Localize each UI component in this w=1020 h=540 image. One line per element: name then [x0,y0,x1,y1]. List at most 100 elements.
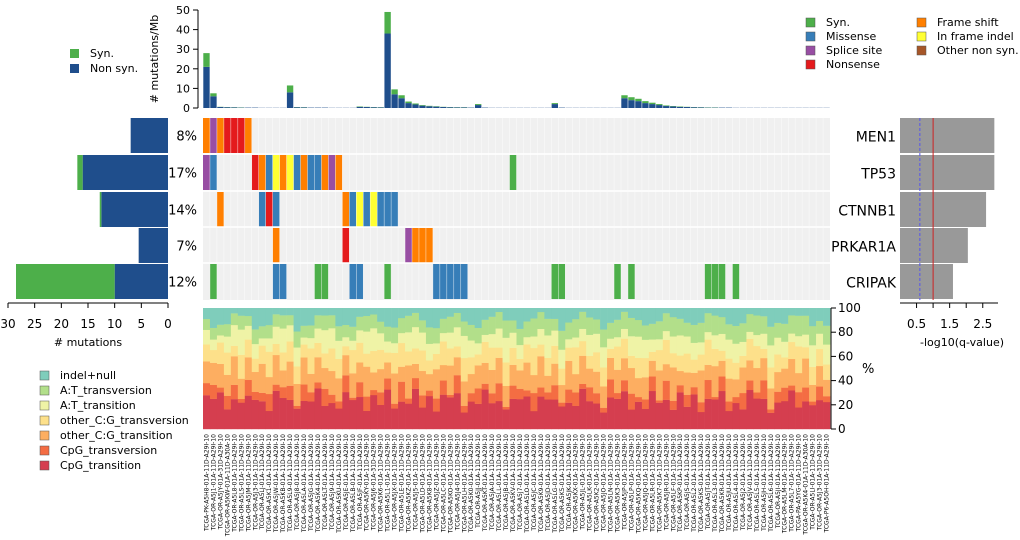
spectrum-segment-a-t-transversion [565,322,573,340]
spectrum-segment-other-c-g-transition [565,360,573,390]
spectrum-segment-cpg-transition [725,410,733,430]
spectrum-segment-other-c-g-transversion [788,341,796,360]
matrix-cell-missense [349,192,357,227]
spectrum-segment-a-t-transition [370,328,378,352]
spectrum-segment-other-c-g-transversion [223,352,232,375]
legend-label-other-non-syn-: Other non syn. [937,44,1019,57]
burden-bar-syn [663,105,670,107]
spectrum-segment-a-t-transition [328,328,336,349]
spectrum-segment-a-t-transition [572,337,580,348]
spectrum-segment-other-c-g-transversion [516,358,524,371]
legend-swatch-splice-site [805,45,816,56]
spectrum-segment-other-c-g-transversion [634,357,643,379]
spectrum-segment-cpg-transition [816,400,824,430]
spectrum-segment-other-c-g-transition [641,377,650,400]
spectrum-segment-cpg-transition [627,409,636,430]
spectrum-y-ticks: 0 20 40 60 80 100 [831,301,861,436]
spectrum-segment-a-t-transversion [293,331,301,348]
spectrum-segment-other-c-g-transversion [467,357,475,375]
spectrum-segment-other-c-g-transition [398,366,406,382]
spectrum-segment-cpg-transversion [662,380,671,400]
burden-bar-nonsyn [217,107,224,108]
sample-label: TCGA-PK-A5H8-01A-11D-A29I-10 [203,434,210,532]
matrix-cell-syn- [627,264,635,299]
spectrum-segment-other-c-g-transition [363,366,371,397]
gene-percent-label: 17% [168,167,197,182]
spectrum-segment-cpg-transversion [328,394,336,404]
spectrum-segment-cpg-transition [621,391,629,430]
spectrum-segment-a-t-transition [586,334,594,356]
spectrum-segment-a-t-transversion [788,315,796,334]
spectrum-segment-other-c-g-transition [223,374,232,396]
spectrum-segment-other-c-g-transversion [307,348,315,374]
spectrum-segment-other-c-g-transversion [209,349,218,363]
spectrum-segment-cpg-transversion [739,392,747,410]
spectrum-segment-cpg-transition [335,408,343,430]
spectrum-segment-a-t-transversion [760,316,768,334]
matrix-cell-frame-shift [412,228,419,263]
spectrum-segment-indel-null [690,308,698,325]
spectrum-segment-other-c-g-transversion [614,346,622,370]
spectrum-segment-other-c-g-transition [690,372,698,388]
spectrum-segment-cpg-transversion [760,380,768,399]
spectrum-segment-cpg-transition [809,405,817,430]
spectrum-segment-a-t-transversion [321,315,329,331]
sample-label: TCGA-OR-A5LI-01A-11D-A29I-10 [810,434,817,531]
spectrum-segment-other-c-g-transition [586,368,594,388]
spectrum-segment-other-c-g-transition [237,378,246,399]
legend-label-missense: Missense [826,30,876,43]
gene-name-label: TP53 [860,167,896,183]
matrix-cell-frame-shift [258,155,266,190]
spectrum-segment-indel-null [579,308,587,312]
spectrum-segment-other-c-g-transition [753,367,761,393]
gene-percent-label: 14% [168,204,197,219]
spectrum-segment-a-t-transition [251,343,260,359]
spectrum-segment-other-c-g-transition [384,362,392,379]
spectrum-segment-cpg-transversion [781,387,789,402]
matrix-cell-syn- [711,264,719,299]
spectrum-y-tick-label: 80 [838,325,853,339]
sample-label: TCGA-OR-A5KO-01A-11D-A29I-10 [447,434,454,534]
spectrum-segment-a-t-transversion [237,315,246,330]
spectrum-segment-indel-null [286,308,294,316]
spectrum-segment-cpg-transversion [474,388,482,404]
sample-label: TCGA-OR-A5JW-01A-11D-A29I-10 [273,434,280,533]
spectrum-segment-other-c-g-transversion [356,342,364,363]
mutation-spectrum-panel: 0 20 40 60 80 100 % [203,301,874,436]
spectrum-segment-a-t-transition [662,330,671,341]
spectrum-segment-a-t-transversion [328,315,336,329]
spectrum-segment-a-t-transition [412,326,420,349]
legend-swatch-in-frame-indel [916,31,927,42]
spectrum-segment-indel-null [502,308,510,321]
spectrum-segment-cpg-transition [760,398,768,430]
sample-label: TCGA-OR-A5JU-01A-11D-A29I-10 [726,434,733,532]
spectrum-segment-cpg-transition [412,388,420,430]
spectrum-segment-indel-null [460,308,469,322]
spectrum-segment-cpg-transition [676,392,684,430]
spectrum-segment-a-t-transversion [683,322,691,337]
spectrum-segment-other-c-g-transversion [481,341,489,363]
sample-label: TCGA-OR-A5JB-01A-11D-A29I-10 [503,434,510,532]
spectrum-segment-cpg-transversion [530,392,538,412]
gene-count-bar-nonsyn [138,228,168,263]
spectrum-segment-indel-null [384,308,392,327]
spectrum-segment-other-c-g-transversion [279,352,287,371]
spectrum-segment-indel-null [621,308,629,312]
matrix-cell-frame-shift [272,228,280,263]
spectrum-legend-label-cpg-transversion: CpG_transversion [60,444,157,457]
spectrum-segment-other-c-g-transversion [272,343,280,356]
spectrum-segment-a-t-transversion [405,315,413,333]
sample-label: TCGA-OR-A5JM-01A-11D-A29I-10 [245,434,252,533]
matrix-cell-syn- [209,264,217,299]
legend-label-syn: Syn. [90,47,114,60]
spectrum-segment-other-c-g-transition [725,378,733,402]
spectrum-segment-cpg-transition [739,409,747,430]
spectrum-segment-a-t-transversion [725,324,733,340]
spectrum-segment-a-t-transition [391,343,399,353]
spectrum-segment-a-t-transversion [481,319,489,335]
spectrum-segment-other-c-g-transition [244,357,253,381]
spectrum-segment-indel-null [676,308,684,319]
matrix-cell-in-frame-indel [272,155,280,190]
spectrum-segment-a-t-transition [460,335,469,359]
spectrum-legend-swatch-a-t-transition [39,400,50,411]
